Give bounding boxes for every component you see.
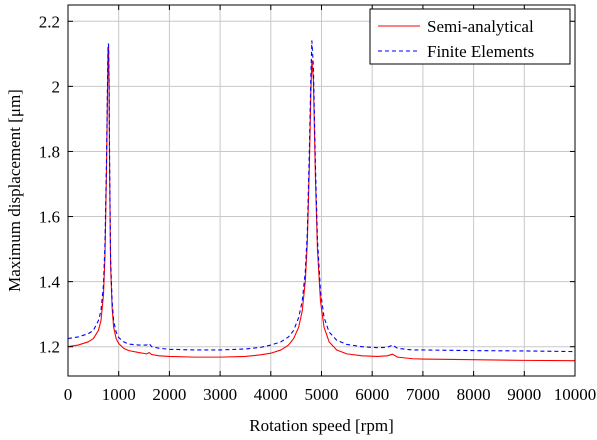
y-axis-label: Maximum displacement [μm] <box>5 89 24 292</box>
y-tick-label: 1.4 <box>39 273 61 292</box>
y-tick-label: 1.2 <box>39 338 60 357</box>
plot-series <box>67 40 576 362</box>
x-tick-label: 0 <box>64 385 73 404</box>
x-tick-label: 2000 <box>152 385 186 404</box>
x-tick-label: 3000 <box>203 385 237 404</box>
legend-label-finite-elements: Finite Elements <box>427 42 534 61</box>
y-tick-label: 2.2 <box>39 12 60 31</box>
tick-labels: 0 1000 2000 3000 4000 5000 6000 7000 8000 9000 100… <box>39 12 597 404</box>
x-tick-label: 5000 <box>305 385 339 404</box>
series-line-semi-analytical <box>67 46 576 362</box>
x-tick-label: 4000 <box>254 385 288 404</box>
y-tick-label: 1.8 <box>39 142 60 161</box>
x-tick-label: 1000 <box>102 385 136 404</box>
x-tick-label: 8000 <box>457 385 491 404</box>
y-tick-label: 1.6 <box>39 208 60 227</box>
legend: Semi-analytical Finite Elements <box>369 8 571 65</box>
x-tick-label: 6000 <box>355 385 389 404</box>
x-axis-label: Rotation speed [rpm] <box>249 416 393 435</box>
y-tick-label: 2 <box>52 77 61 96</box>
x-tick-label: 9000 <box>507 385 541 404</box>
x-tick-label: 7000 <box>406 385 440 404</box>
series-line-finite-elements <box>67 40 576 353</box>
x-tick-label: 10000 <box>554 385 597 404</box>
legend-box <box>369 8 571 65</box>
legend-label-semi-analytical: Semi-analytical <box>427 17 534 36</box>
